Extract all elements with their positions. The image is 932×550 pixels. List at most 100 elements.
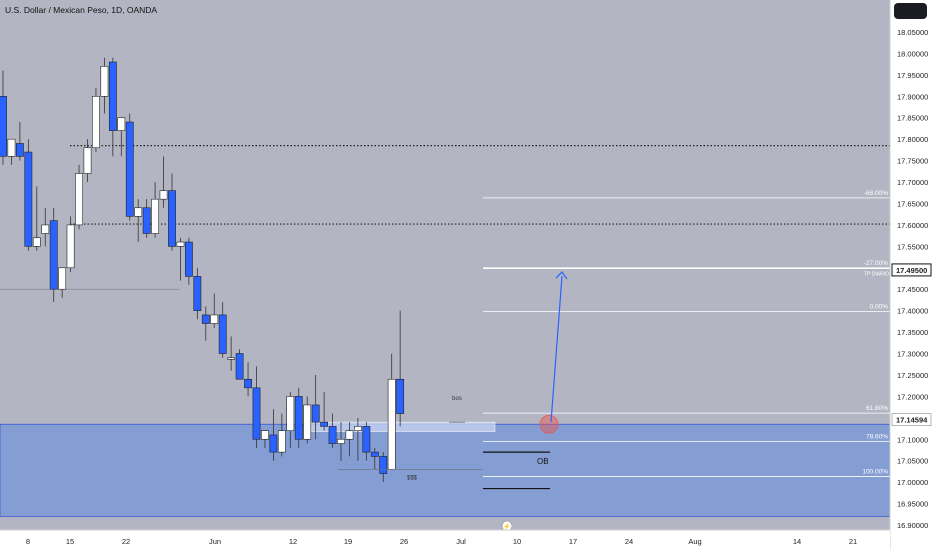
ob-label: OB [537, 457, 549, 466]
x-tick-label: 19 [344, 537, 352, 546]
x-tick-label: Jul [456, 537, 466, 546]
candle-body [235, 353, 244, 380]
x-tick-label: 22 [122, 537, 130, 546]
x-tick-label: 12 [289, 537, 297, 546]
candle-body [201, 314, 210, 324]
candle-body [32, 237, 41, 247]
y-tick-label: 17.30000 [897, 350, 928, 359]
context-button[interactable] [894, 3, 927, 19]
candle-body [244, 378, 252, 389]
y-tick-label: 17.75000 [897, 157, 928, 166]
y-tick-label: 17.35000 [897, 328, 928, 337]
candle-body [159, 190, 168, 200]
candle-body [100, 65, 109, 97]
candle-body [353, 426, 362, 431]
time-axis [0, 530, 890, 550]
x-tick-label: Jun [209, 537, 221, 546]
x-tick-label: 8 [26, 537, 30, 546]
y-tick-label: 17.00000 [897, 478, 928, 487]
y-tick-label: 16.90000 [897, 521, 928, 530]
projection-arrow [550, 276, 563, 423]
candle-body [311, 404, 320, 423]
candle-body [0, 96, 7, 157]
candle-body [387, 378, 396, 470]
event-icon: ⚡ [503, 523, 510, 531]
candle-body [303, 404, 312, 440]
candle-body [24, 151, 33, 247]
y-tick-label: 17.80000 [897, 135, 928, 144]
candle-body [83, 147, 92, 174]
y-tick-label: 17.60000 [897, 221, 928, 230]
candle-body [277, 430, 286, 453]
candle-body [168, 190, 176, 247]
candle-body [269, 434, 278, 453]
y-tick-label: 17.40000 [897, 307, 928, 316]
candle-body [370, 451, 379, 457]
candle-body [328, 426, 337, 444]
y-tick-label: 17.45000 [897, 285, 928, 294]
candle-body [185, 241, 193, 277]
candle-body [362, 426, 371, 453]
x-tick-label: 17 [569, 537, 577, 546]
candle-body [117, 117, 126, 131]
candle-body [252, 387, 261, 440]
candle-body [286, 396, 295, 431]
price-label: 17.49500 [896, 266, 927, 275]
bos-label: bos [452, 396, 462, 402]
x-tick-label: 10 [513, 537, 521, 546]
candle-body [15, 143, 24, 157]
candle-body [345, 430, 354, 440]
price-label: 17.14594 [896, 416, 928, 425]
candle-body [125, 121, 134, 217]
candle-body [75, 173, 83, 226]
candle-body [261, 430, 269, 440]
y-tick-label: 17.65000 [897, 199, 928, 208]
y-tick-label: 17.20000 [897, 392, 928, 401]
candle-body [108, 61, 117, 131]
y-tick-label: 18.05000 [897, 28, 928, 37]
x-tick-label: 21 [849, 537, 857, 546]
fib-label: 100.00% [862, 469, 888, 476]
candle-body [294, 396, 303, 440]
y-tick-label: 17.70000 [897, 178, 928, 187]
candle-body [218, 314, 227, 354]
fib-label: TP DIARIO [864, 271, 889, 277]
target-marker [539, 414, 559, 434]
current-price-box [891, 413, 932, 426]
fib-label: -27.00% [864, 260, 888, 267]
candle-body [41, 224, 50, 234]
candle-body [227, 357, 236, 360]
liquidity-label: $$$ [407, 475, 418, 481]
candle-body [151, 198, 159, 234]
y-tick-label: 17.55000 [897, 242, 928, 251]
demand-zone [0, 423, 891, 517]
candle-body [58, 267, 67, 290]
y-tick-label: 16.95000 [897, 500, 928, 509]
fib-label: 78.60% [866, 433, 888, 440]
candle-body [49, 220, 58, 290]
price-label-box [891, 263, 932, 277]
candle-body [66, 224, 75, 269]
candle-body [134, 207, 143, 217]
candle-body [210, 314, 219, 324]
candle-body [396, 378, 405, 414]
y-tick-label: 17.90000 [897, 92, 928, 101]
x-tick-label: Aug [688, 537, 701, 546]
candle-body [320, 421, 328, 427]
candle-body [92, 96, 100, 149]
y-tick-label: 17.05000 [897, 457, 928, 466]
candle-body [142, 207, 151, 234]
y-tick-label: 18.00000 [897, 49, 928, 58]
candle-body [193, 276, 202, 311]
projection-arrowhead [555, 271, 568, 280]
chart-title: U.S. Dollar / Mexican Peso, 1D, OANDA [5, 5, 158, 15]
candle-body [337, 438, 345, 444]
y-tick-label: 17.10000 [897, 435, 928, 444]
x-tick-label: 26 [400, 537, 408, 546]
fib-label: -68.00% [864, 190, 888, 197]
x-tick-label: 15 [66, 537, 74, 546]
candle-body [176, 241, 185, 247]
y-tick-label: 17.85000 [897, 114, 928, 123]
